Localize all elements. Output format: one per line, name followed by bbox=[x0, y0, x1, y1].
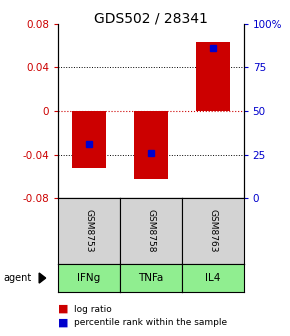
Text: GSM8753: GSM8753 bbox=[84, 209, 93, 253]
Text: TNFa: TNFa bbox=[138, 273, 164, 283]
Text: GSM8758: GSM8758 bbox=[146, 209, 155, 253]
Text: IFNg: IFNg bbox=[77, 273, 101, 283]
Polygon shape bbox=[39, 273, 46, 283]
Text: percentile rank within the sample: percentile rank within the sample bbox=[74, 318, 227, 327]
Bar bbox=[72, 111, 106, 168]
Text: IL4: IL4 bbox=[205, 273, 220, 283]
Bar bbox=[134, 111, 168, 179]
Text: ■: ■ bbox=[58, 304, 68, 314]
Text: ■: ■ bbox=[58, 318, 68, 328]
Bar bbox=[196, 42, 230, 111]
Text: agent: agent bbox=[3, 273, 31, 283]
Text: GSM8763: GSM8763 bbox=[208, 209, 217, 253]
Text: GDS502 / 28341: GDS502 / 28341 bbox=[94, 12, 208, 26]
Text: log ratio: log ratio bbox=[74, 305, 112, 313]
